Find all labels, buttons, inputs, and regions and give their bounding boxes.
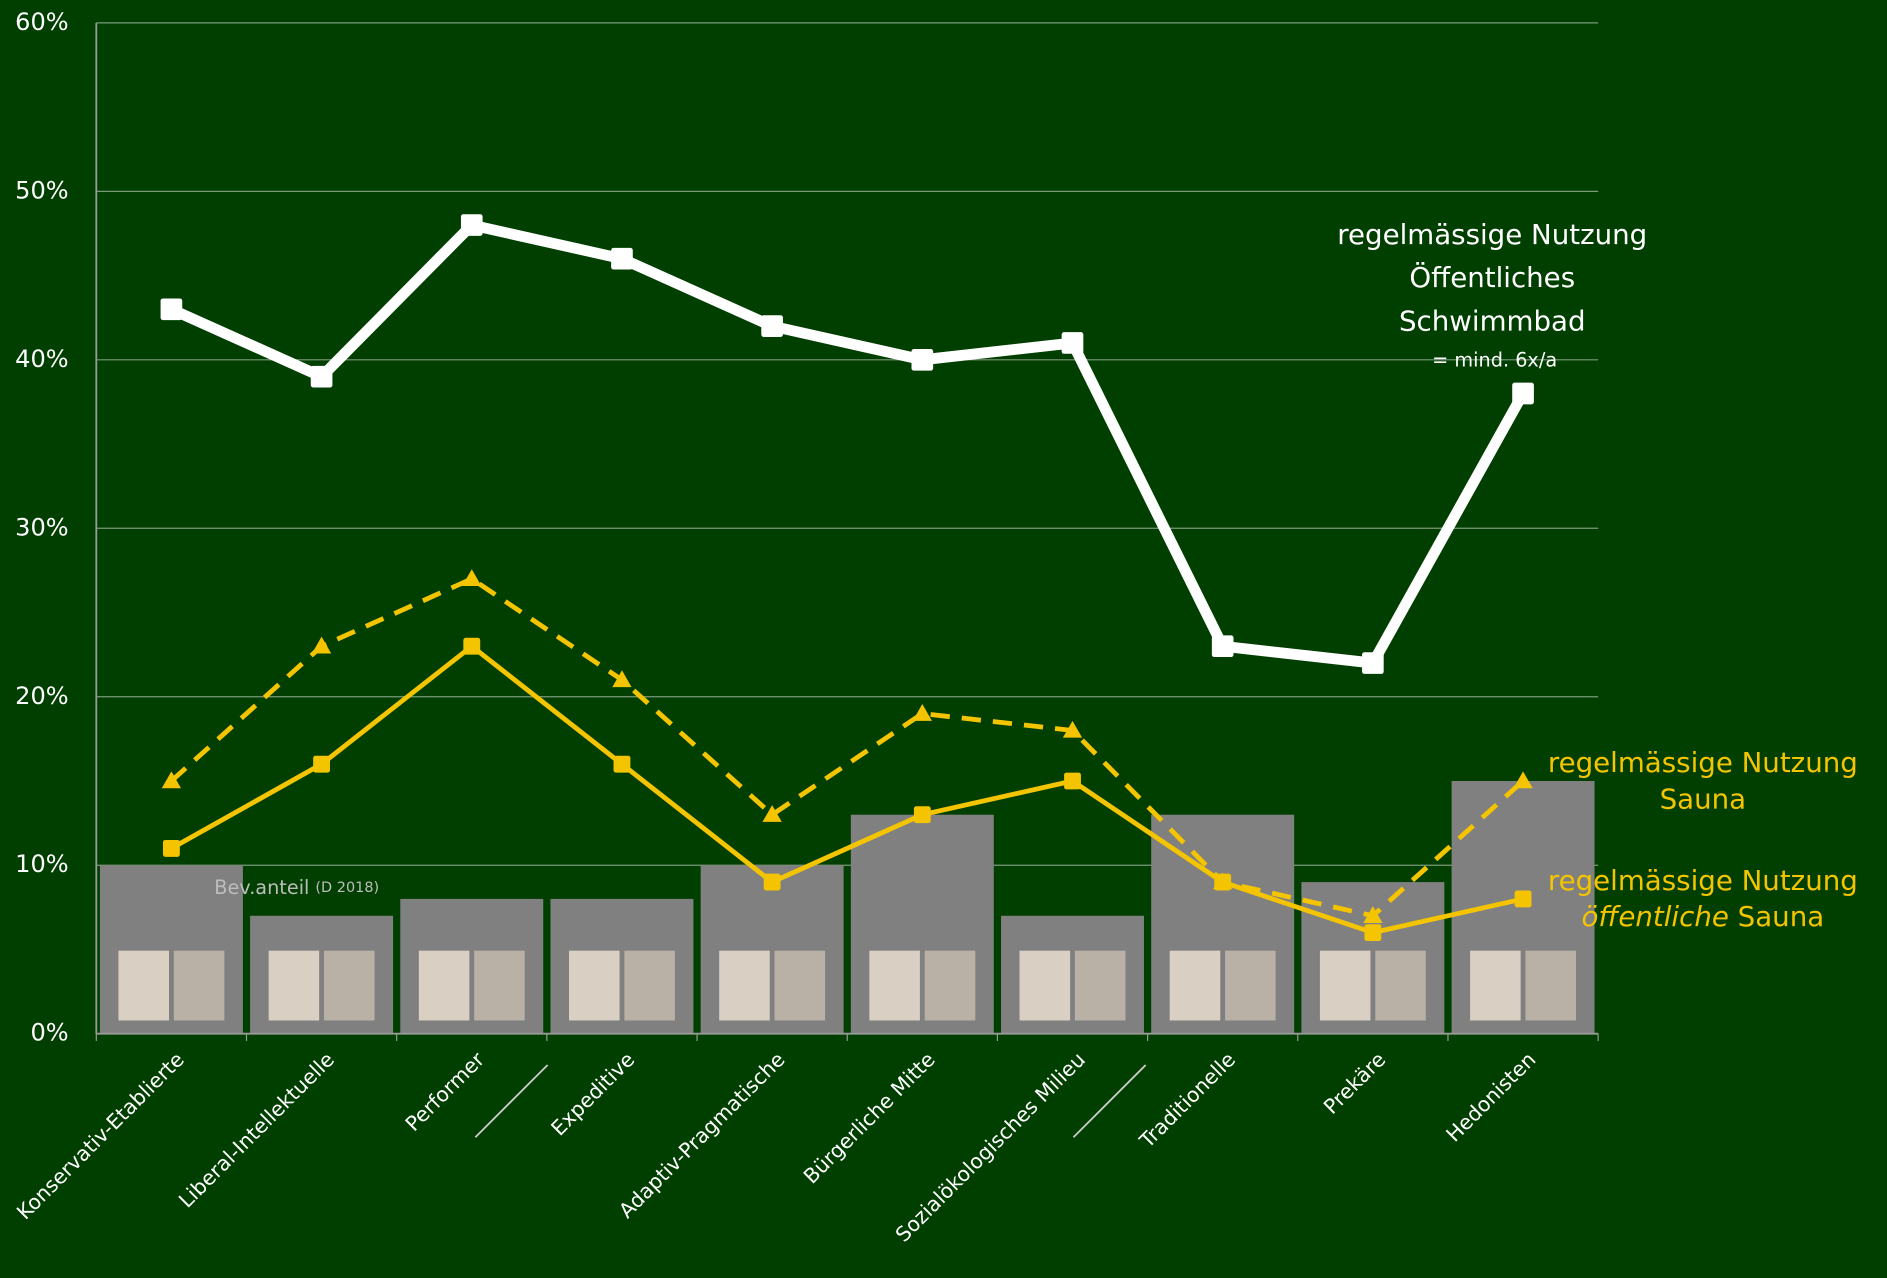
marker <box>1064 773 1081 790</box>
photo <box>624 951 675 1021</box>
marker <box>614 756 631 773</box>
photo <box>1225 951 1276 1021</box>
photo <box>1375 951 1426 1021</box>
marker <box>1214 874 1231 891</box>
bar-legend-label: Bev.anteil <box>214 876 309 899</box>
photo <box>174 951 225 1021</box>
marker <box>1512 383 1534 405</box>
y-tick-label: 50% <box>15 176 68 204</box>
marker <box>911 349 933 371</box>
marker <box>914 806 931 823</box>
marker <box>1362 652 1384 674</box>
marker <box>1515 891 1532 908</box>
y-tick-label: 30% <box>15 513 68 541</box>
y-tick-label: 10% <box>15 850 68 878</box>
y-tick-label: 40% <box>15 345 68 373</box>
marker <box>1364 924 1381 941</box>
photo <box>1525 951 1576 1021</box>
marker <box>313 756 330 773</box>
photo <box>118 951 169 1021</box>
marker <box>461 214 483 236</box>
annotation: Öffentliches <box>1409 260 1575 294</box>
photo <box>269 951 320 1021</box>
marker <box>161 298 183 320</box>
marker <box>1062 332 1084 354</box>
y-tick-label: 60% <box>15 8 68 36</box>
bar-legend-note: (D 2018) <box>315 880 379 896</box>
photo <box>1170 951 1221 1021</box>
photo <box>324 951 375 1021</box>
photo <box>925 951 976 1021</box>
marker <box>1212 635 1234 657</box>
annotation-note: = mind. 6x/a <box>1432 349 1557 372</box>
photo <box>869 951 920 1021</box>
marker <box>311 366 333 388</box>
marker <box>463 638 480 655</box>
annotation: regelmässige Nutzung <box>1337 218 1647 251</box>
marker <box>764 874 781 891</box>
photo <box>569 951 620 1021</box>
photo <box>1320 951 1371 1021</box>
annotation-part: Sauna <box>1729 900 1824 933</box>
marker <box>761 315 783 337</box>
annotation: Schwimmbad <box>1399 305 1586 338</box>
photo <box>719 951 770 1021</box>
photo <box>1020 951 1071 1021</box>
photo <box>419 951 470 1021</box>
annotation-part: öffentliche <box>1581 900 1728 933</box>
photo <box>775 951 826 1021</box>
photo <box>474 951 525 1021</box>
annotation: regelmässige Nutzung <box>1548 864 1858 897</box>
photo <box>1075 951 1126 1021</box>
annotation: öffentliche Sauna <box>1581 900 1824 933</box>
annotation: Sauna <box>1660 782 1747 815</box>
marker <box>163 840 180 857</box>
photo <box>1470 951 1521 1021</box>
marker <box>611 248 633 270</box>
annotation: regelmässige Nutzung <box>1548 746 1858 779</box>
y-tick-label: 20% <box>15 682 68 710</box>
y-tick-label: 0% <box>30 1019 68 1047</box>
chart: 0%10%20%30%40%50%60%Bev.anteil(D 2018)Ko… <box>0 0 1887 1278</box>
